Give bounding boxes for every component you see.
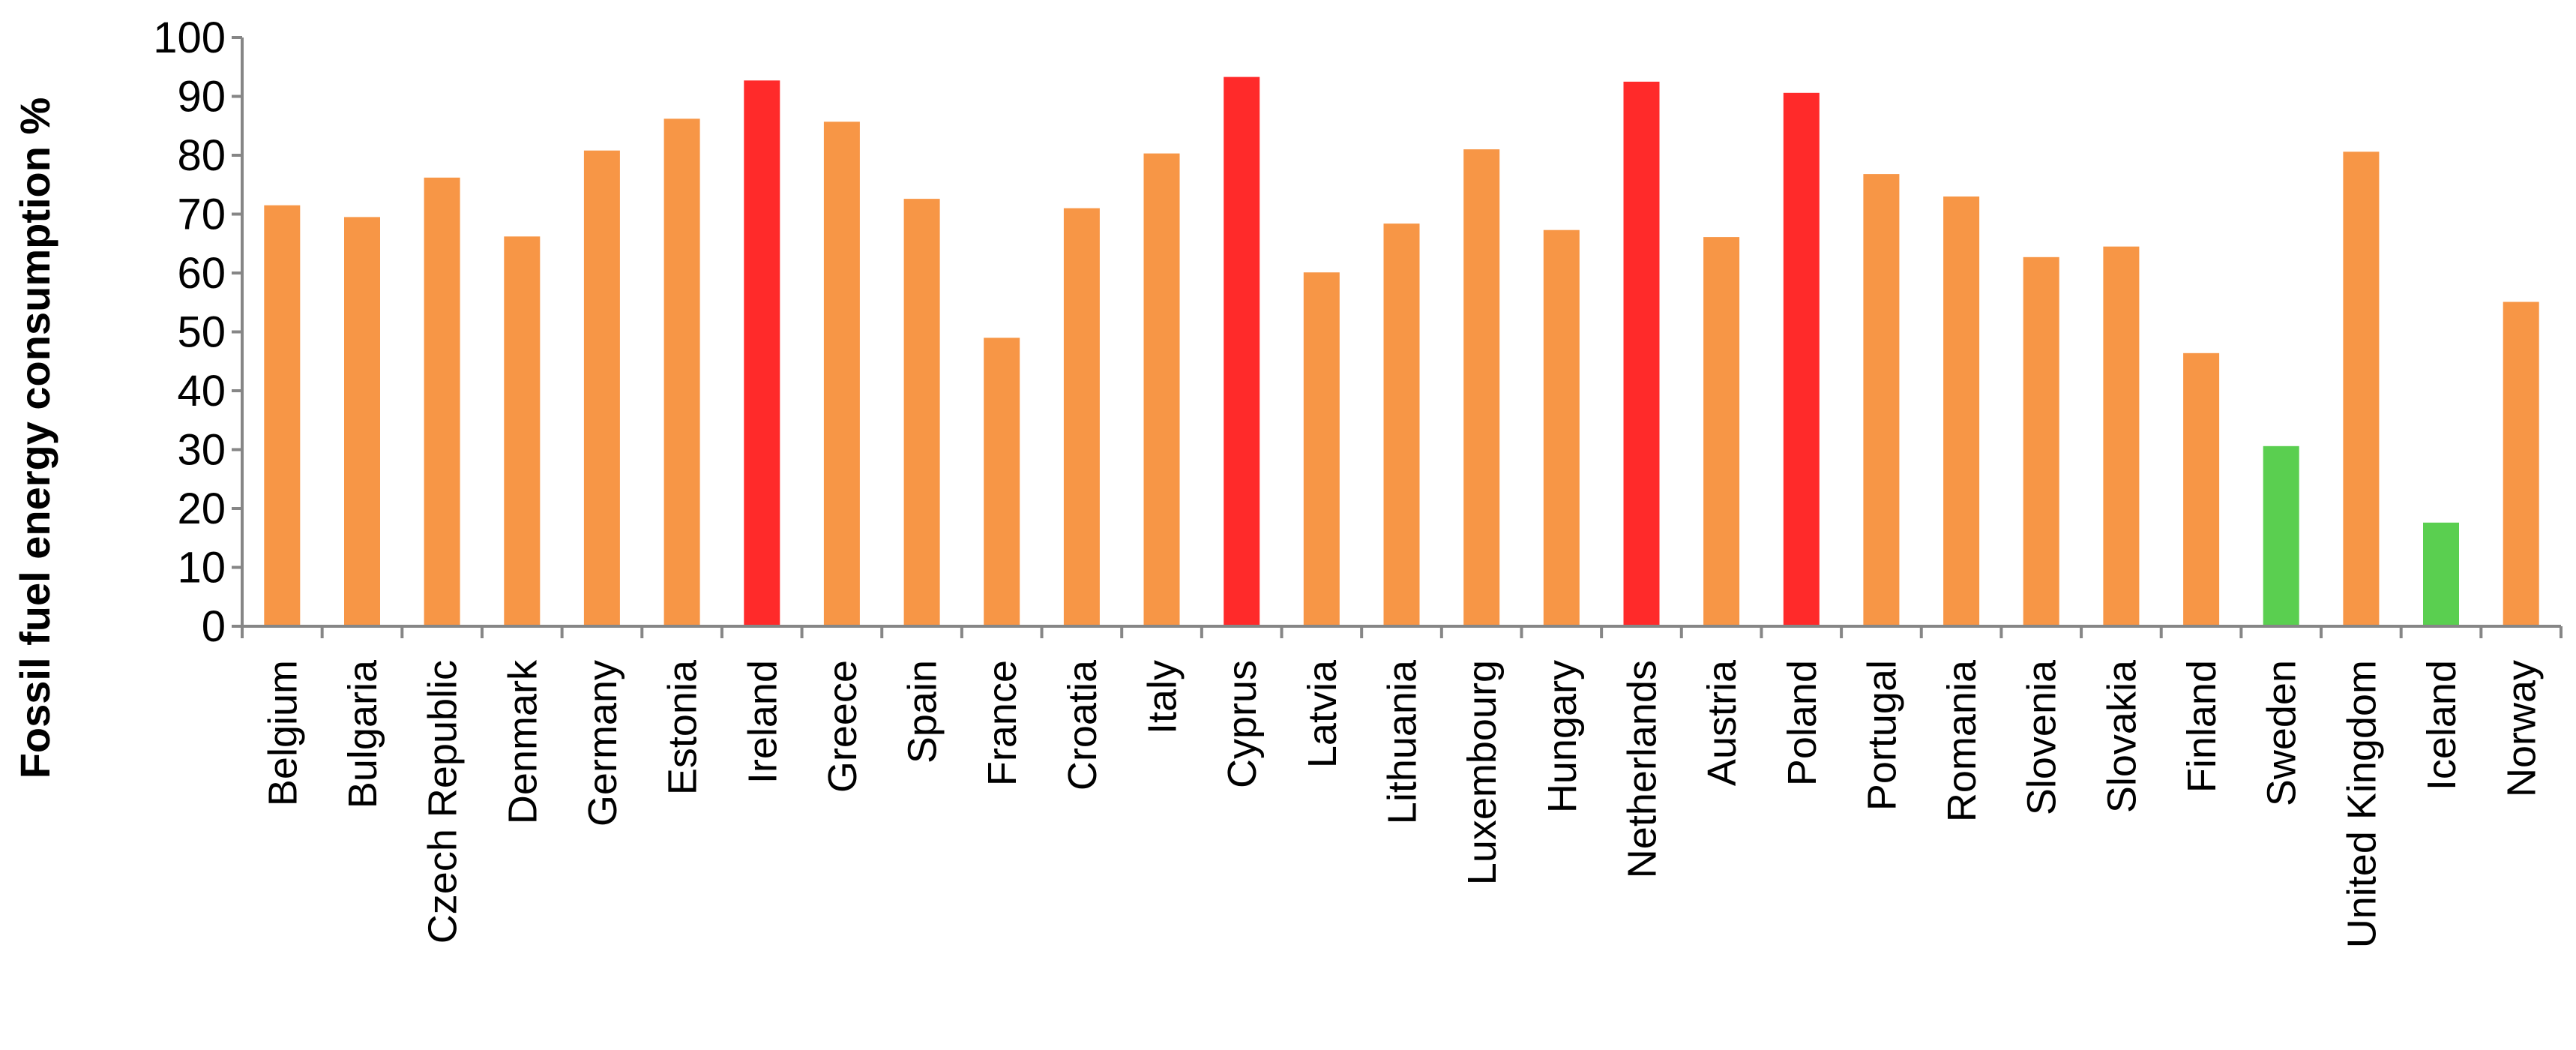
- x-tick-label: Slovenia: [2020, 659, 2065, 815]
- x-tick-label: Spain: [900, 660, 945, 764]
- x-tick-label: Austria: [1700, 659, 1745, 786]
- bar-hungary: [1543, 230, 1580, 626]
- bar-france: [984, 338, 1020, 626]
- y-tick-label: 30: [177, 426, 226, 475]
- x-tick-label: Norway: [2500, 660, 2545, 797]
- y-tick-label: 0: [202, 602, 226, 651]
- bar-slovakia: [2103, 246, 2140, 626]
- x-tick-label: Ireland: [740, 660, 785, 784]
- bar-italy: [1143, 153, 1180, 627]
- x-tick-label: Hungary: [1540, 660, 1585, 813]
- bar-luxembourg: [1463, 149, 1500, 627]
- x-tick-label: Latvia: [1300, 659, 1345, 768]
- x-tick-label: Croatia: [1060, 659, 1105, 790]
- x-axis-ticks: Belgium Bulgaria Czech Republic Denmark Germ…: [241, 626, 2563, 948]
- x-tick-label: Italy: [1140, 660, 1185, 734]
- x-tick-label: Denmark: [500, 659, 545, 824]
- bar-netherlands: [1623, 81, 1660, 626]
- bar-austria: [1703, 237, 1740, 627]
- x-tick-label: Bulgaria: [340, 659, 385, 808]
- bar-finland: [2183, 352, 2220, 626]
- y-tick-label: 50: [177, 308, 226, 357]
- x-tick-label: Belgium: [260, 660, 305, 806]
- bar-czech-republic: [424, 177, 460, 627]
- bar-bulgaria: [344, 217, 380, 626]
- y-tick-label: 90: [177, 73, 226, 122]
- bar-lithuania: [1383, 224, 1420, 627]
- bar-croatia: [1063, 208, 1100, 627]
- y-axis-ticks: 0 10 20 30 40 50 60 70 80 90 100: [153, 14, 242, 651]
- x-tick-label: Slovakia: [2099, 659, 2144, 813]
- x-tick-label: Greece: [820, 660, 865, 793]
- x-tick-label: France: [980, 660, 1025, 786]
- y-tick-label: 80: [177, 131, 226, 180]
- bar-iceland: [2423, 522, 2459, 626]
- axes: [241, 38, 2561, 628]
- bar-poland: [1783, 92, 1820, 627]
- x-tick-label: Romania: [1939, 659, 1984, 822]
- bar-united-kingdom: [2343, 152, 2380, 627]
- bar-romania: [1943, 196, 1980, 626]
- y-axis-title: Fossil fuel energy consumption %: [11, 98, 58, 779]
- y-tick-label: 60: [177, 249, 226, 298]
- x-tick-label: Lithuania: [1380, 659, 1425, 824]
- x-tick-label: Iceland: [2419, 660, 2464, 790]
- bar-slovenia: [2023, 256, 2059, 626]
- bar-latvia: [1303, 272, 1340, 626]
- bar-greece: [823, 122, 860, 627]
- bars: [264, 76, 2539, 627]
- x-tick-label: Luxembourg: [1460, 660, 1505, 885]
- y-tick-label: 10: [177, 544, 226, 592]
- x-tick-label: Sweden: [2260, 660, 2305, 806]
- x-tick-label: Portugal: [1859, 660, 1904, 811]
- y-tick-label: 100: [153, 14, 226, 62]
- bar-portugal: [1863, 174, 1900, 627]
- x-tick-label: Netherlands: [1620, 660, 1665, 878]
- y-tick-label: 70: [177, 190, 226, 239]
- bar-germany: [583, 150, 620, 626]
- bar-denmark: [504, 236, 541, 626]
- x-tick-label: Finland: [2179, 660, 2224, 793]
- bar-sweden: [2263, 446, 2299, 626]
- bar-estonia: [663, 118, 700, 627]
- bar-belgium: [264, 205, 301, 626]
- x-tick-label: Poland: [1780, 660, 1825, 786]
- bar-spain: [903, 199, 940, 627]
- bar-ireland: [744, 80, 780, 627]
- x-tick-label: Germany: [580, 660, 625, 826]
- bar-cyprus: [1224, 76, 1260, 627]
- x-tick-label: Czech Republic: [421, 660, 466, 944]
- x-tick-label: United Kingdom: [2339, 660, 2384, 948]
- x-tick-label: Cyprus: [1220, 660, 1265, 788]
- y-tick-label: 40: [177, 367, 226, 416]
- y-tick-label: 20: [177, 484, 226, 533]
- bar-norway: [2503, 302, 2539, 626]
- x-tick-label: Estonia: [660, 659, 705, 795]
